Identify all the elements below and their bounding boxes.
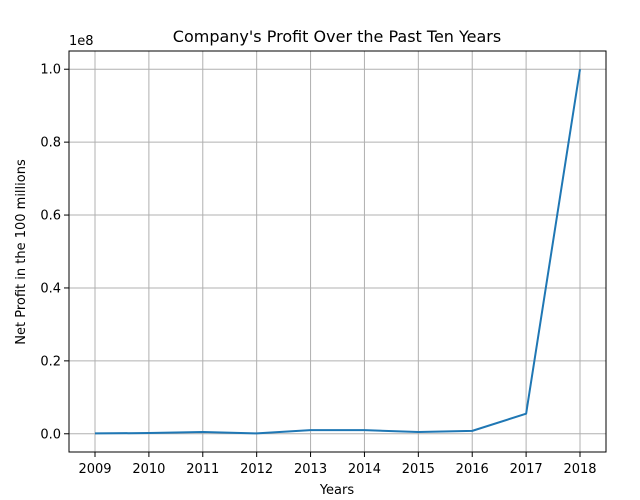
grid bbox=[69, 51, 606, 452]
x-tick-label: 2013 bbox=[294, 462, 327, 477]
x-tick-label: 2009 bbox=[78, 462, 111, 477]
x-axis: 2009 2010 2011 2012 2013 2014 2015 2016 2017 2018 bbox=[78, 452, 597, 477]
x-axis-label: Years bbox=[319, 483, 355, 498]
y-axis-scale-label: 1e8 bbox=[69, 34, 94, 49]
y-axis-label: Net Profit in the 100 millions bbox=[14, 159, 29, 345]
x-tick-label: 2018 bbox=[563, 462, 596, 477]
x-tick-label: 2012 bbox=[240, 462, 273, 477]
series-line bbox=[94, 69, 581, 435]
y-tick-label: 1.0 bbox=[40, 63, 61, 78]
y-tick-label: 0.2 bbox=[40, 354, 61, 369]
chart-title: Company's Profit Over the Past Ten Years bbox=[173, 27, 501, 46]
x-tick-label: 2014 bbox=[348, 462, 381, 477]
y-tick-label: 0.6 bbox=[40, 209, 61, 224]
y-tick-label: 0.4 bbox=[40, 281, 61, 296]
plot-frame bbox=[68, 50, 607, 453]
y-tick-label: 0.8 bbox=[40, 136, 61, 151]
y-axis: 0.0 0.2 0.4 0.6 0.8 1.0 bbox=[40, 63, 69, 442]
y-tick-label: 0.0 bbox=[40, 427, 61, 442]
x-tick-label: 2017 bbox=[510, 462, 543, 477]
x-tick-label: 2015 bbox=[402, 462, 435, 477]
x-tick-label: 2010 bbox=[132, 462, 165, 477]
series-layer bbox=[94, 69, 581, 435]
x-tick-label: 2016 bbox=[456, 462, 489, 477]
x-tick-label: 2011 bbox=[186, 462, 219, 477]
